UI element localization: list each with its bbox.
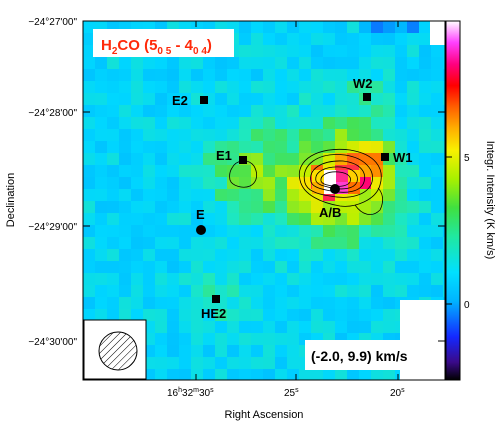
- x-tick-label: 20s: [390, 387, 405, 399]
- map-frame: [82, 20, 446, 381]
- y-tick-label: −24°27'00": [28, 17, 77, 28]
- source-label-he2: HE2: [201, 306, 226, 321]
- colorbar-tick-label: 0: [464, 300, 470, 311]
- source-label-w2: W2: [353, 76, 373, 91]
- beam-inset: [83, 319, 147, 380]
- source-label-ab: A/B: [319, 205, 341, 220]
- x-tick-label: 16h32m30s: [167, 387, 214, 399]
- source-marker-e1: [239, 156, 247, 164]
- source-marker-w1: [381, 153, 389, 161]
- y-tick-label: −24°29'00": [28, 222, 77, 233]
- source-marker-e: [196, 225, 206, 235]
- y-tick-label: −24°28'00": [28, 108, 77, 119]
- y-tick-labels: −24°27'00" −24°28'00" −24°29'00" −24°30'…: [28, 17, 77, 348]
- y-tick-label: −24°30'00": [28, 337, 77, 348]
- velocity-range-label: (-2.0, 9.9) km/s: [305, 340, 434, 370]
- beam-ellipse: [98, 331, 138, 371]
- map-ticks: [83, 20, 445, 380]
- svg-text:H2CO (50 5 - 40 4): H2CO (50 5 - 40 4): [101, 37, 212, 57]
- contour-e1: [229, 160, 258, 188]
- contours-ab: [298, 148, 384, 215]
- x-axis-label: Right Ascension: [225, 409, 304, 421]
- molecule-title: H2CO (50 5 - 40 4): [93, 29, 234, 57]
- svg-text:(-2.0, 9.9) km/s: (-2.0, 9.9) km/s: [311, 348, 408, 364]
- source-marker-ab: [330, 184, 340, 194]
- colorbar-tick-label: 5: [464, 153, 470, 164]
- x-tick-label: 25s: [284, 387, 299, 399]
- source-label-e2: E2: [172, 93, 188, 108]
- source-label-w1: W1: [393, 150, 413, 165]
- y-axis-label: Declination: [5, 173, 17, 227]
- source-label-e: E: [196, 207, 205, 222]
- x-tick-labels: 16h32m30s 25s 20s: [167, 387, 405, 399]
- source-marker-e2: [200, 96, 208, 104]
- source-marker-he2: [212, 295, 220, 303]
- source-label-e1: E1: [216, 148, 232, 163]
- source-marker-w2: [363, 93, 371, 101]
- colorbar-label: Integr. Intensity (K km/s): [484, 141, 496, 260]
- source-markers: W2 E2 E1 W1 A/B E HE2: [172, 76, 413, 321]
- colorbar: 5 0 Integr. Intensity (K km/s): [445, 20, 496, 381]
